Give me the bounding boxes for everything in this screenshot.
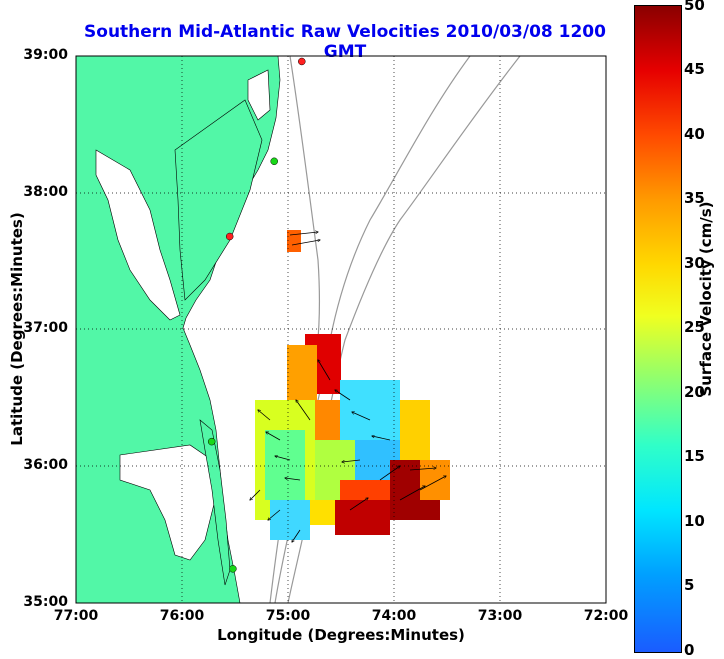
velocity-field xyxy=(255,230,450,540)
map-title: Southern Mid-Atlantic Raw Velocities 201… xyxy=(84,22,606,62)
station-markers xyxy=(207,57,306,573)
x-tick-label: 74:00 xyxy=(371,608,417,624)
colorbar-tick: 15 xyxy=(684,447,705,465)
colorbar-tick: 10 xyxy=(684,512,705,530)
x-tick-label: 77:00 xyxy=(53,608,99,624)
bay-chesapeake xyxy=(95,149,181,321)
colorbar-tick: 0 xyxy=(684,641,695,659)
y-tick-label: 37:00 xyxy=(23,320,68,336)
colorbar-tick: 45 xyxy=(684,60,705,78)
colorbar-tick: 30 xyxy=(684,254,705,272)
colorbar-tick: 35 xyxy=(684,189,705,207)
colorbar-tick: 20 xyxy=(684,383,705,401)
colorbar-tick: 5 xyxy=(684,576,695,594)
grid-lines xyxy=(76,56,606,603)
colorbar-tick: 40 xyxy=(684,125,705,143)
sound-albemarle xyxy=(119,444,216,561)
station-marker xyxy=(270,157,278,166)
y-axis-label: Latitude (Degrees:Minutes) xyxy=(8,212,26,446)
station-marker xyxy=(207,437,216,446)
y-tick-label: 36:00 xyxy=(23,457,68,473)
station-marker xyxy=(225,232,234,241)
y-tick-label: 39:00 xyxy=(23,47,68,63)
y-tick-label: 38:00 xyxy=(23,184,68,200)
land-delmarva xyxy=(174,99,263,301)
station-marker xyxy=(229,565,237,573)
velocity-vectors xyxy=(250,232,446,542)
colorbar-tick: 50 xyxy=(684,0,705,14)
land-outerbanks xyxy=(199,419,231,586)
colorbar-tick: 25 xyxy=(684,318,705,336)
y-tick-label: 35:00 xyxy=(23,594,68,610)
x-tick-label: 75:00 xyxy=(265,608,311,624)
colorbar-label: Surface Velocity (cm/s) xyxy=(697,201,715,397)
x-axis-label: Longitude (Degrees:Minutes) xyxy=(217,626,465,644)
x-tick-label: 73:00 xyxy=(477,608,523,624)
colorbar xyxy=(634,5,682,653)
station-marker xyxy=(298,57,306,66)
x-tick-label: 72:00 xyxy=(583,608,629,624)
bay-delaware xyxy=(247,69,271,121)
x-tick-label: 76:00 xyxy=(159,608,205,624)
